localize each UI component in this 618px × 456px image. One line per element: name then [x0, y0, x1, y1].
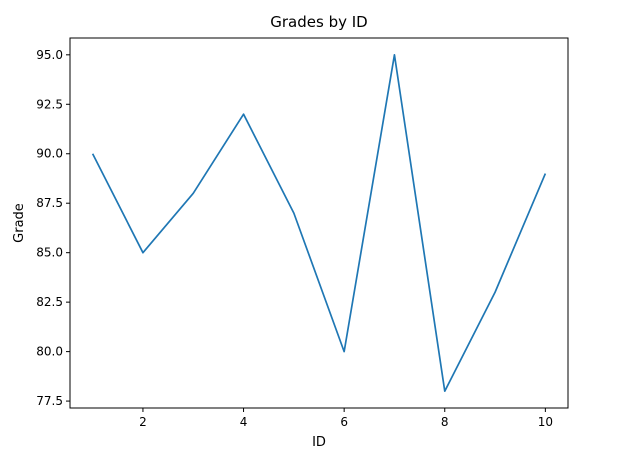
- chart-title: Grades by ID: [270, 13, 367, 31]
- x-tick-label: 10: [538, 415, 553, 429]
- x-tick-label: 6: [340, 415, 348, 429]
- y-axis-label: Grade: [12, 203, 27, 243]
- y-tick-label: 95.0: [36, 48, 63, 62]
- x-tick-label: 2: [139, 415, 147, 429]
- series-layer: [91, 53, 547, 393]
- x-tick-label: 4: [240, 415, 248, 429]
- x-axis: 2 4 6 8 10: [139, 408, 553, 429]
- x-axis-label: ID: [312, 435, 326, 450]
- y-tick-label: 80.0: [36, 345, 63, 359]
- y-tick-label: 77.5: [36, 394, 63, 408]
- x-tick-label: 8: [441, 415, 449, 429]
- y-tick-label: 85.0: [36, 246, 63, 260]
- y-tick-label: 87.5: [36, 196, 63, 210]
- plot-area-frame: [69, 37, 569, 409]
- y-tick-label: 92.5: [36, 97, 63, 111]
- y-axis: 77.5 80.0 82.5 85.0 87.5 90.0 92.5 95.0: [36, 48, 70, 408]
- y-tick-label: 82.5: [36, 295, 63, 309]
- series-line: [91, 53, 547, 393]
- y-tick-label: 90.0: [36, 147, 63, 161]
